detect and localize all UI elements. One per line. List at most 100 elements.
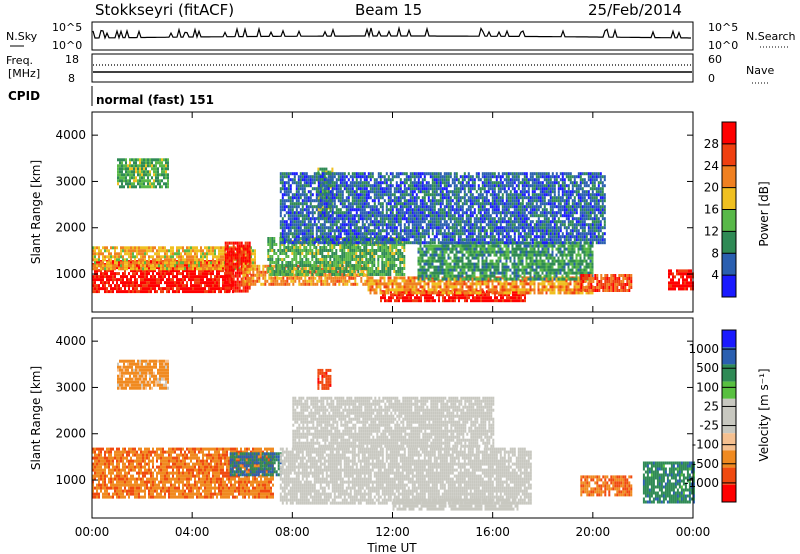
power-cell-4: [315, 267, 318, 270]
power-cell-7: [571, 253, 574, 257]
power-cell-0: [112, 287, 114, 291]
power-cell-1: [204, 246, 206, 250]
power-cell-0: [168, 287, 170, 291]
power-cell-5: [492, 299, 494, 303]
power-cell-8: [588, 280, 591, 283]
power-cell-7: [485, 250, 488, 254]
power-cell-8: [626, 277, 629, 280]
power-cell-6: [411, 288, 414, 292]
power-cell-10: [163, 176, 165, 180]
power-cell-0: [92, 284, 94, 288]
power-cell-7: [427, 250, 430, 254]
power-cell-10: [157, 158, 159, 162]
power-cell-8: [588, 283, 591, 286]
power-cell-10: [125, 164, 127, 168]
power-cell-4: [401, 252, 404, 255]
power-cell-6: [401, 285, 404, 289]
power-cell-4: [269, 243, 272, 246]
power-cell-1: [156, 249, 158, 253]
power-cell-0: [190, 290, 192, 294]
power-cell-1: [202, 267, 204, 271]
power-cell-1: [250, 261, 252, 265]
power-cell-6: [487, 291, 490, 295]
power-cell-2: [232, 262, 235, 266]
power-cell-4: [345, 252, 348, 255]
power-cell-6: [411, 282, 414, 286]
power-cell-8: [618, 277, 621, 280]
power-cell-3: [348, 276, 351, 280]
power-cell-4: [295, 264, 298, 267]
power-cell-6: [557, 288, 560, 292]
power-cell-0: [126, 281, 128, 285]
power-cell-5: [498, 299, 500, 303]
power-cell-0: [214, 290, 216, 294]
power-cell-0: [194, 269, 196, 273]
power-cell-7: [563, 247, 566, 251]
power-cell-5: [388, 296, 390, 300]
power-cell-7: [543, 277, 546, 281]
power-cell-4: [303, 264, 306, 267]
power-cell-1: [170, 255, 172, 259]
power-cell-4: [327, 261, 330, 264]
power-cell-4: [363, 267, 366, 270]
power-cell-8: [616, 289, 619, 292]
power-cell-7: [481, 274, 484, 278]
power-cell-1: [110, 267, 112, 271]
power-cell-0: [160, 290, 162, 294]
power-cell-1: [180, 267, 182, 271]
power-cell-7: [445, 277, 448, 281]
power-cell-3: [304, 276, 307, 280]
power-cell-10: [141, 164, 143, 168]
power-cell-7: [467, 253, 470, 257]
power-cell-0: [194, 290, 196, 294]
power-cell-1: [112, 264, 114, 268]
power-cell-5: [444, 296, 446, 300]
power-cell-0: [168, 290, 170, 294]
power-cell-1: [252, 249, 254, 253]
power-cell-4: [351, 243, 354, 246]
power-cell-4: [335, 270, 338, 273]
power-cell-0: [166, 281, 168, 285]
power-cell-4: [393, 270, 396, 273]
power-cell-6: [571, 291, 574, 295]
power-cell-5: [412, 293, 414, 297]
power-cell-1: [250, 255, 252, 259]
power-cell-12: [301, 229, 304, 233]
power-cell-6: [471, 285, 474, 289]
power-cell-0: [146, 287, 148, 291]
power-cell-0: [122, 281, 124, 285]
power-cell-7: [445, 250, 448, 254]
power-cell-2: [224, 265, 227, 269]
power-cell-4: [339, 237, 342, 240]
power-cell-6: [385, 291, 388, 295]
power-cell-6: [455, 288, 458, 292]
power-cell-5: [398, 293, 400, 297]
power-cell-5: [472, 299, 474, 303]
power-cell-3: [332, 276, 335, 280]
power-cell-10: [151, 161, 153, 165]
power-cell-12: [295, 208, 298, 212]
power-cell-3: [364, 282, 367, 286]
power-cell-2: [224, 241, 227, 245]
power-cell-7: [547, 244, 550, 248]
power-cell-10: [125, 176, 127, 180]
power-cell-1: [120, 255, 122, 259]
power-cell-12: [281, 202, 284, 206]
power-cell-12: [297, 184, 300, 188]
power-cell-1: [158, 255, 160, 259]
power-cell-10: [149, 170, 151, 174]
power-cell-7: [531, 262, 534, 266]
power-cell-4: [341, 252, 344, 255]
power-cell-10: [127, 167, 129, 171]
power-cell-9: [680, 284, 682, 288]
power-cell-1: [154, 261, 156, 265]
power-cell-6: [569, 282, 572, 286]
power-cell-7: [591, 244, 594, 248]
power-cell-4: [383, 246, 386, 249]
power-cell-3: [244, 282, 247, 286]
power-cell-12: [279, 214, 282, 218]
power-cell-7: [493, 271, 496, 275]
power-cell-4: [343, 261, 346, 264]
power-cell-3: [342, 279, 345, 283]
power-cell-6: [413, 282, 416, 286]
